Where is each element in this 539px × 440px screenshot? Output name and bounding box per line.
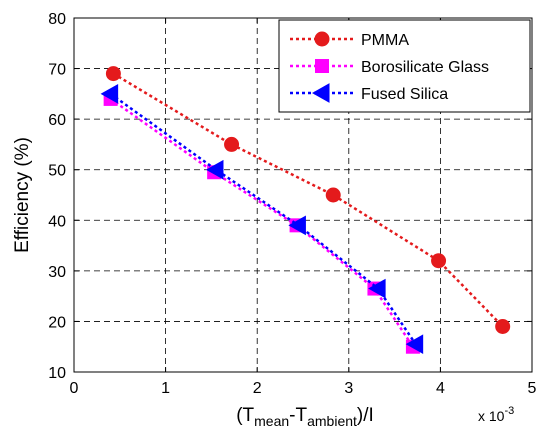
x-axis-label-part: (T [236, 405, 254, 426]
y-tick-label: 40 [48, 213, 66, 230]
legend-marker [315, 59, 329, 73]
x-scale-base: x 10 [478, 408, 505, 424]
data-point [405, 334, 424, 355]
y-tick-label: 20 [48, 314, 66, 331]
x-tick-label: 1 [161, 380, 170, 397]
series-layer [100, 66, 511, 355]
x-tick-label: 3 [344, 380, 353, 397]
series-line [112, 72, 504, 328]
x-axis-label-part: )/I [357, 405, 374, 426]
legend-label: Borosilicate Glass [361, 59, 489, 76]
plot-area [73, 17, 533, 373]
y-axis-label: Efficiency (%) [12, 137, 33, 253]
y-tick-label: 60 [48, 112, 66, 129]
series-pmma [105, 66, 511, 334]
y-tick-label: 70 [48, 62, 66, 79]
legend: PMMA Borosilicate Glass Fused Silica [278, 19, 531, 113]
x-tick-label: 0 [70, 380, 79, 397]
x-axis-label-subscript: ambient [307, 413, 357, 429]
y-tick-label: 30 [48, 264, 66, 281]
data-point [368, 278, 386, 299]
data-point [100, 84, 119, 104]
data-point [205, 159, 224, 180]
legend-label: PMMA [361, 32, 409, 49]
x-scale-multiplier: x 10-3 [478, 405, 514, 424]
legend-marker [314, 31, 330, 47]
data-point [495, 318, 511, 334]
series-fused-silica [100, 84, 424, 355]
x-axis-label-subscript: mean [254, 413, 289, 429]
data-point [431, 253, 447, 269]
y-axis-ticks: 10 20 30 40 50 60 70 80 [48, 11, 532, 382]
x-axis-label-part: -T [289, 405, 307, 426]
x-tick-label: 5 [528, 380, 537, 397]
y-tick-label: 80 [48, 11, 66, 28]
x-axis-label: (Tmean-Tambient)/I [236, 405, 374, 429]
x-axis-ticks: 0 1 2 3 4 5 [70, 18, 537, 397]
data-point [224, 136, 240, 152]
y-tick-label: 50 [48, 163, 66, 180]
x-tick-label: 4 [436, 380, 445, 397]
legend-label: Fused Silica [361, 86, 448, 103]
data-point [105, 66, 121, 82]
y-tick-label: 10 [48, 365, 66, 382]
x-scale-exponent: -3 [504, 405, 514, 417]
data-point [325, 187, 341, 203]
x-tick-label: 2 [253, 380, 262, 397]
legend-marker [311, 83, 330, 103]
data-point [288, 215, 306, 236]
